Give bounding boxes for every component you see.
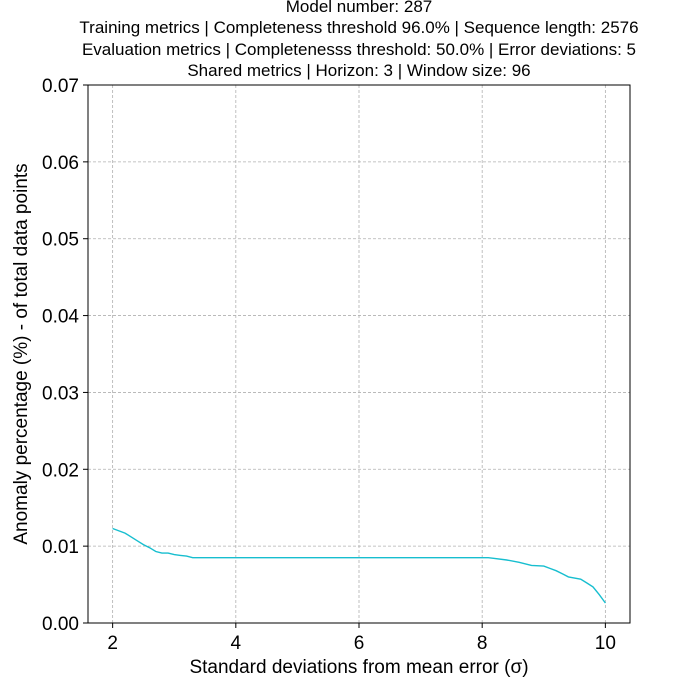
y-tick-label: 0.06 <box>42 153 79 174</box>
grid-lines <box>88 84 630 624</box>
title-line-3: Evaluation metrics | Completenesss thres… <box>82 40 636 59</box>
y-tick-label: 0.02 <box>42 460 79 481</box>
y-axis: 0.00 0.01 0.02 0.03 0.04 0.05 0.06 0.07 <box>42 76 88 635</box>
y-tick-label: 0.04 <box>42 307 79 328</box>
title-line-1: Model number: 287 <box>286 0 432 16</box>
y-tick-label: 0.07 <box>42 76 79 97</box>
title-line-2: Training metrics | Completeness threshol… <box>79 18 638 37</box>
y-tick-label: 0.05 <box>42 230 79 251</box>
y-tick-label: 0.00 <box>42 614 79 635</box>
x-axis-label: Standard deviations from mean error (σ) <box>189 657 528 678</box>
x-tick-label: 10 <box>595 633 616 654</box>
y-axis-label: Anomaly percentage (%) - of total data p… <box>11 163 32 544</box>
y-tick-label: 0.01 <box>42 537 79 558</box>
x-tick-label: 4 <box>231 633 242 654</box>
chart-title: Model number: 287 Training metrics | Com… <box>79 0 638 80</box>
series-line <box>112 527 606 604</box>
x-tick-label: 6 <box>354 633 365 654</box>
title-line-4: Shared metrics | Horizon: 3 | Window siz… <box>187 61 530 80</box>
x-tick-label: 2 <box>107 633 118 654</box>
y-tick-label: 0.03 <box>42 383 79 404</box>
series-layer <box>112 527 606 604</box>
x-tick-label: 8 <box>477 633 488 654</box>
x-axis: 2 4 6 8 10 <box>107 623 616 654</box>
